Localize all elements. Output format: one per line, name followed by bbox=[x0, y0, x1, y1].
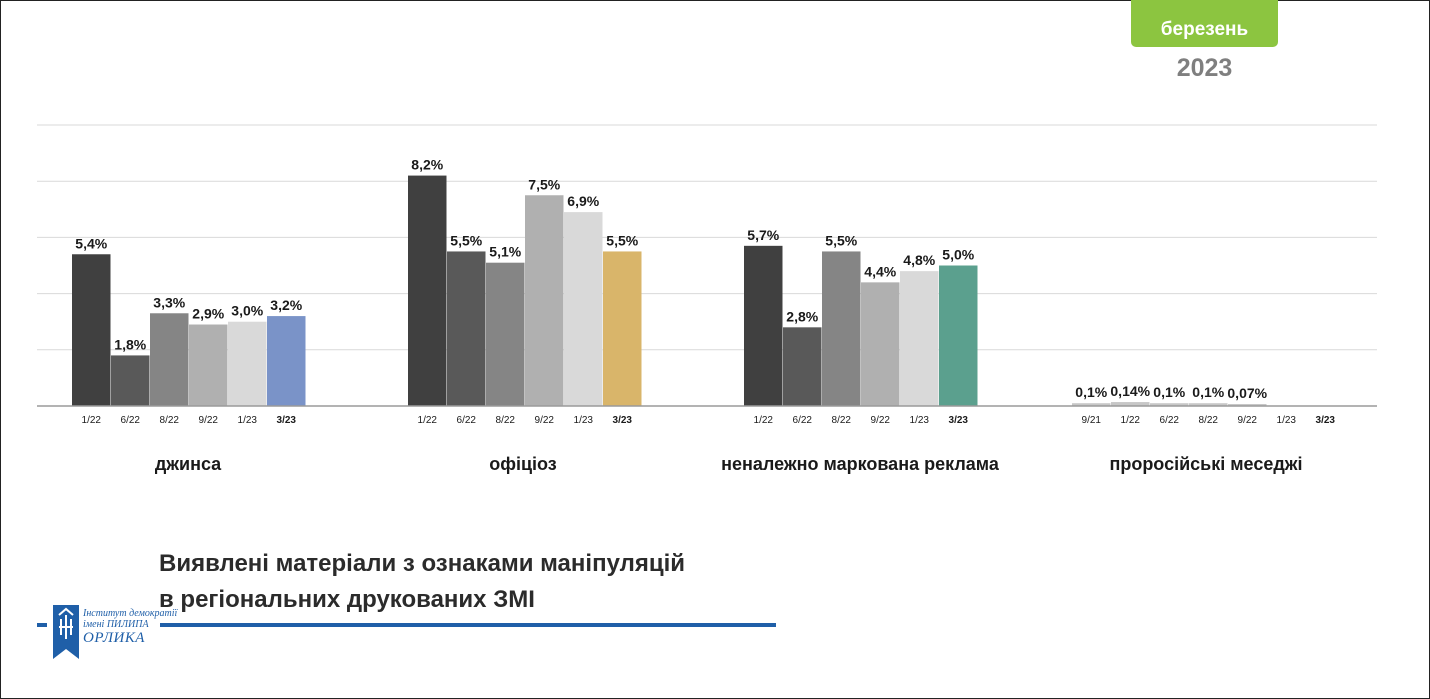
data-label: 5,5% bbox=[450, 232, 482, 248]
data-label: 0,07% bbox=[1227, 385, 1267, 401]
slide-title-line-1: Виявлені матеріали з ознаками маніпуляці… bbox=[159, 550, 686, 577]
tick-label: 1/23 bbox=[574, 415, 594, 426]
data-label: 4,4% bbox=[864, 263, 896, 279]
bar bbox=[267, 316, 306, 406]
tick-label: 1/22 bbox=[82, 415, 102, 426]
data-label: 0,14% bbox=[1110, 383, 1150, 399]
tick-label: 9/22 bbox=[871, 415, 891, 426]
bar bbox=[1189, 403, 1228, 406]
category-label-reklama: неналежно маркована реклама bbox=[721, 454, 999, 474]
bar bbox=[1111, 402, 1150, 406]
bar bbox=[408, 175, 447, 406]
data-label: 2,8% bbox=[786, 308, 818, 324]
bar bbox=[486, 262, 525, 406]
tick-label: 9/21 bbox=[1082, 415, 1102, 426]
data-label: 8,2% bbox=[411, 157, 443, 173]
tick-label: 1/22 bbox=[418, 415, 438, 426]
tick-label: 8/22 bbox=[1199, 415, 1219, 426]
bar bbox=[1150, 403, 1189, 406]
tick-label: 9/22 bbox=[1238, 415, 1258, 426]
data-label: 5,4% bbox=[75, 235, 107, 251]
bar bbox=[822, 251, 861, 406]
data-label: 3,3% bbox=[153, 294, 185, 310]
tick-label: 3/23 bbox=[1316, 415, 1336, 426]
data-label: 3,0% bbox=[231, 303, 263, 319]
bar bbox=[744, 245, 783, 406]
title-rule-dash bbox=[37, 623, 47, 627]
logo-line-3: ОРЛИКА bbox=[83, 630, 145, 646]
tick-label: 3/23 bbox=[277, 415, 297, 426]
category-label-ofitsioz: офіціоз bbox=[489, 454, 557, 474]
data-label: 4,8% bbox=[903, 252, 935, 268]
data-label: 0,1% bbox=[1153, 384, 1185, 400]
tick-label: 6/22 bbox=[1160, 415, 1180, 426]
data-label: 0,1% bbox=[1075, 384, 1107, 400]
tick-label: 3/23 bbox=[613, 415, 633, 426]
slide-title-line-2: в регіональних друкованих ЗМІ bbox=[159, 586, 535, 613]
tick-label: 9/22 bbox=[199, 415, 219, 426]
month-badge: березень bbox=[1131, 0, 1278, 47]
tick-label: 1/22 bbox=[754, 415, 774, 426]
year-label: 2023 bbox=[1176, 54, 1233, 82]
tick-label: 8/22 bbox=[160, 415, 180, 426]
bar bbox=[564, 212, 603, 406]
title-rule bbox=[160, 623, 776, 627]
institute-logo-text: Інститут демократії імені ПИЛИПА ОРЛИКА bbox=[83, 608, 177, 647]
bar bbox=[861, 282, 900, 406]
tick-label: 6/22 bbox=[121, 415, 141, 426]
data-label: 3,2% bbox=[270, 297, 302, 313]
logo-line-2: імені ПИЛИПА bbox=[83, 619, 149, 630]
slide-title: Виявлені матеріали з ознаками маніпуляці… bbox=[159, 546, 685, 618]
tick-label: 8/22 bbox=[496, 415, 516, 426]
tick-label: 8/22 bbox=[832, 415, 852, 426]
bar bbox=[150, 313, 189, 406]
category-label-dzhynsa: джинса bbox=[154, 454, 222, 474]
tick-label: 1/23 bbox=[238, 415, 258, 426]
logo-line-1: Інститут демократії bbox=[83, 608, 178, 619]
bar bbox=[72, 254, 111, 406]
data-label: 5,5% bbox=[606, 232, 638, 248]
tick-label: 6/22 bbox=[457, 415, 477, 426]
bar bbox=[783, 327, 822, 406]
category-label-prorosiiski: проросійські меседжі bbox=[1109, 454, 1303, 474]
tick-label: 1/23 bbox=[910, 415, 930, 426]
bar bbox=[111, 355, 150, 406]
bar bbox=[1072, 403, 1111, 406]
bar bbox=[1228, 404, 1267, 406]
tick-label: 1/23 bbox=[1277, 415, 1297, 426]
data-label: 0,1% bbox=[1192, 384, 1224, 400]
data-label: 7,5% bbox=[528, 176, 560, 192]
data-label: 6,9% bbox=[567, 193, 599, 209]
bar bbox=[189, 324, 228, 406]
bar-chart: 5,4% 1/22 1,8% 6/22 3,3% 8/22 2,9% 9/22 3,0% 1/23… bbox=[37, 124, 1377, 426]
tick-label: 6/22 bbox=[793, 415, 813, 426]
tick-label: 3/23 bbox=[949, 415, 969, 426]
bar bbox=[939, 265, 978, 406]
data-label: 1,8% bbox=[114, 336, 146, 352]
bar bbox=[603, 251, 642, 406]
data-label: 5,5% bbox=[825, 232, 857, 248]
tick-label: 1/22 bbox=[1121, 415, 1141, 426]
tick-label: 9/22 bbox=[535, 415, 555, 426]
data-label: 5,0% bbox=[942, 247, 974, 263]
data-label: 5,1% bbox=[489, 244, 521, 260]
bar bbox=[900, 271, 939, 406]
data-label: 2,9% bbox=[192, 306, 224, 322]
bar bbox=[447, 251, 486, 406]
bar bbox=[228, 321, 267, 406]
data-label: 5,7% bbox=[747, 227, 779, 243]
bar bbox=[525, 195, 564, 406]
institute-logo-icon bbox=[53, 605, 79, 659]
